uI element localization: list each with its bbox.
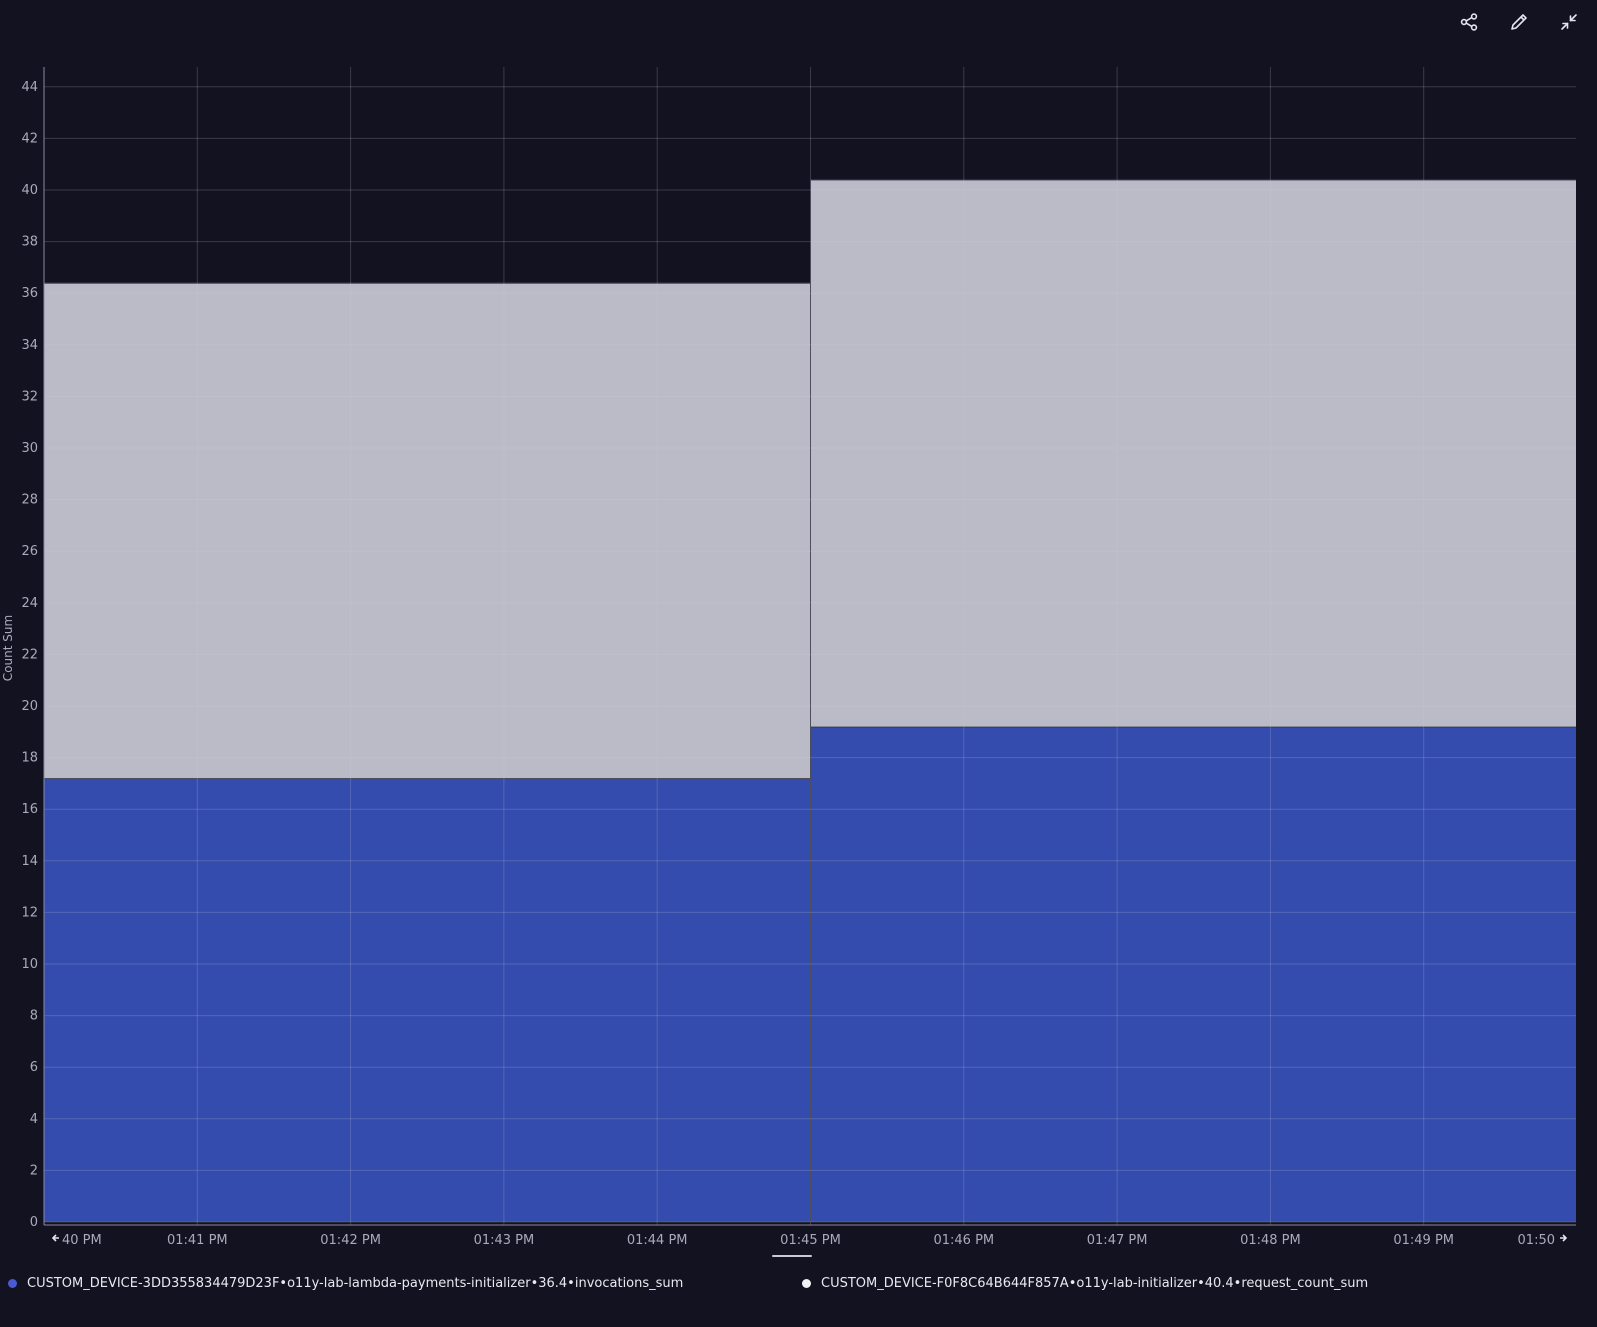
y-tick-label: 22 [21, 647, 38, 662]
y-axis-label: Count Sum [1, 614, 15, 682]
y-tick-label: 38 [21, 235, 38, 250]
x-tick-label: 01:44 PM [627, 1233, 688, 1248]
legend-dot-requests [802, 1279, 811, 1288]
legend-label-invocations: CUSTOM_DEVICE-3DD355834479D23F•o11y-lab-… [27, 1276, 684, 1291]
chart-legend: CUSTOM_DEVICE-3DD355834479D23F•o11y-lab-… [0, 1276, 1597, 1302]
y-tick-label: 16 [21, 802, 38, 817]
y-tick-label: 6 [30, 1060, 38, 1075]
x-tick-label: 01:46 PM [933, 1233, 994, 1248]
y-tick-label: 32 [21, 389, 38, 404]
y-tick-label: 0 [30, 1215, 38, 1230]
legend-dot-invocations [8, 1279, 17, 1288]
legend-label-requests: CUSTOM_DEVICE-F0F8C64B644F857A•o11y-lab-… [821, 1276, 1369, 1291]
share-button[interactable] [1451, 8, 1487, 36]
area-segment-requests [44, 282, 811, 779]
y-tick-label: 42 [21, 131, 38, 146]
y-tick-label: 20 [21, 699, 38, 714]
arrow-right-icon[interactable] [1560, 1234, 1568, 1242]
y-tick-label: 4 [30, 1112, 38, 1127]
x-tick-label: 01:43 PM [474, 1233, 535, 1248]
x-tick-label: 01:48 PM [1240, 1233, 1301, 1248]
y-tick-label: 30 [21, 441, 38, 456]
x-tick-label: 01:41 PM [167, 1233, 228, 1248]
collapse-button[interactable] [1551, 8, 1587, 36]
area-segment-invocations [810, 726, 1576, 1222]
y-tick-label: 34 [21, 338, 38, 353]
pencil-icon [1511, 14, 1527, 30]
x-tick-label: 01:50 [1518, 1233, 1555, 1248]
collapse-icon [1561, 14, 1577, 30]
y-tick-label: 10 [21, 957, 38, 972]
edit-button[interactable] [1501, 8, 1537, 36]
chart-toolbar [1451, 8, 1587, 36]
y-tick-label: 28 [21, 493, 38, 508]
area-segment-invocations [44, 778, 811, 1222]
area-segment-requests [810, 179, 1576, 727]
y-tick-label: 44 [21, 80, 38, 95]
legend-item-requests[interactable]: CUSTOM_DEVICE-F0F8C64B644F857A•o11y-lab-… [802, 1276, 1368, 1291]
y-tick-label: 8 [30, 1009, 38, 1024]
y-tick-label: 18 [21, 751, 38, 766]
y-tick-label: 24 [21, 596, 38, 611]
x-tick-label: 01:45 PM [780, 1233, 841, 1248]
x-tick-label: 01:49 PM [1393, 1233, 1454, 1248]
y-tick-label: 12 [21, 905, 38, 920]
x-tick-label: 01:42 PM [320, 1233, 381, 1248]
share-icon [1460, 13, 1478, 31]
scroll-indicator [772, 1255, 812, 1257]
y-tick-label: 26 [21, 544, 38, 559]
y-tick-label: 40 [21, 183, 38, 198]
y-tick-label: 2 [30, 1163, 38, 1178]
legend-item-invocations[interactable]: CUSTOM_DEVICE-3DD355834479D23F•o11y-lab-… [8, 1276, 683, 1291]
y-tick-label: 36 [21, 286, 38, 301]
x-tick-label: 40 PM [62, 1233, 102, 1248]
arrow-left-icon[interactable] [51, 1234, 59, 1242]
y-tick-label: 14 [21, 854, 38, 869]
x-tick-label: 01:47 PM [1087, 1233, 1148, 1248]
